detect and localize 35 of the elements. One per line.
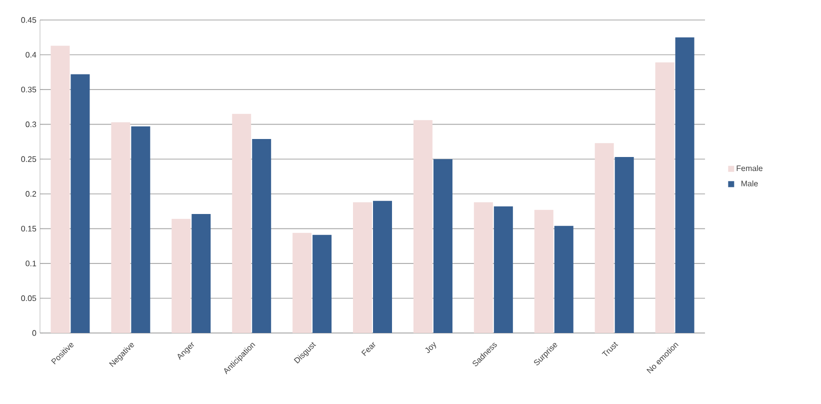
y-tick-label: 0.45 xyxy=(21,17,36,23)
y-tick-label: 0.1 xyxy=(26,260,36,266)
bar xyxy=(312,234,332,333)
legend-label: Female xyxy=(736,165,762,172)
bar xyxy=(494,206,513,333)
bar xyxy=(131,126,150,333)
bar xyxy=(373,200,392,333)
bar xyxy=(655,62,674,333)
y-tick-label: 0.05 xyxy=(21,295,36,302)
bar xyxy=(474,202,493,333)
bar xyxy=(232,114,252,333)
bar xyxy=(594,143,614,333)
y-tick-label: 0.15 xyxy=(21,226,36,232)
bar xyxy=(675,37,694,333)
bar xyxy=(614,157,634,333)
bar xyxy=(534,210,554,333)
bar xyxy=(111,122,130,333)
y-tick-label: 0 xyxy=(32,330,36,336)
legend-label: Male xyxy=(741,180,758,186)
bar xyxy=(192,214,211,333)
bar xyxy=(433,159,452,333)
bar xyxy=(50,46,70,333)
bar xyxy=(70,74,90,333)
bar xyxy=(554,226,574,333)
y-tick-label: 0.35 xyxy=(21,86,36,92)
bar xyxy=(252,138,272,333)
bar xyxy=(413,120,432,333)
x-tick-label: Joy xyxy=(425,342,436,354)
bar xyxy=(172,218,191,333)
y-tick-label: 0.4 xyxy=(26,52,36,58)
bar xyxy=(292,232,312,333)
y-tick-label: 0.25 xyxy=(21,156,36,162)
y-tick-label: 0.3 xyxy=(26,122,36,128)
y-tick-label: 0.2 xyxy=(26,191,36,197)
bar xyxy=(353,202,372,333)
